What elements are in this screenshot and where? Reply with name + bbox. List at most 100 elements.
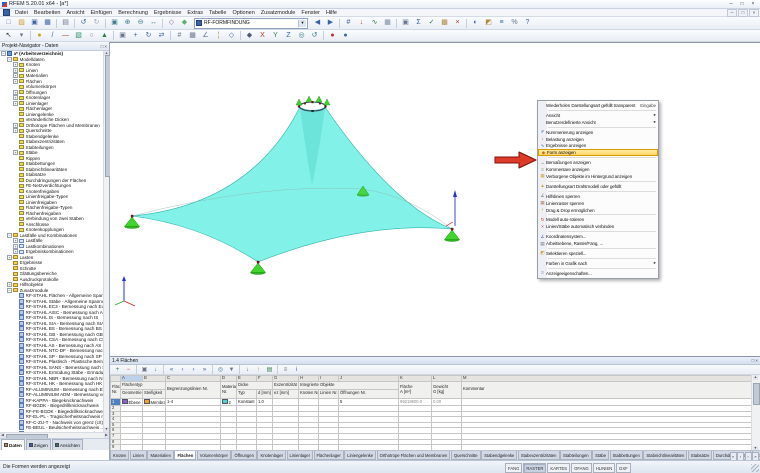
menu-hilfe[interactable]: Hilfe (325, 9, 337, 16)
expand-toggle-icon[interactable]: − (1, 51, 6, 57)
table-excel-export-button[interactable]: ▤ (264, 365, 275, 375)
tree-item-verband-bemessung-von-dachverbä[interactable]: VERBAND - Bemessung von Dachverbä... (0, 430, 104, 432)
tree-item-volumenkörper[interactable]: Volumenkörper (0, 84, 104, 90)
child-close-button[interactable]: × (749, 8, 759, 17)
tb2-select-pointer-button[interactable]: ↖ (2, 30, 15, 42)
tab-next-icon[interactable]: › (744, 452, 752, 460)
expand-toggle-icon[interactable]: + (13, 238, 18, 244)
tree-item-stabsätze[interactable]: Stabsätze (0, 172, 104, 178)
table-tab-stabsätze[interactable]: Stabsätze (687, 451, 713, 460)
tree-item-zusatzmodule[interactable]: − Zusatzmodule (0, 287, 104, 294)
menu-datei[interactable]: Datei (15, 9, 28, 16)
ez-cell[interactable] (272, 397, 299, 407)
tree-item-rf-stahl-gb-bemessung-nach-gb[interactable]: RF-STAHL GB - Bemessung nach GB (0, 331, 104, 338)
tb1-calculation-button[interactable]: Σ (412, 17, 425, 29)
tb1-new-file-button[interactable]: □ (2, 17, 15, 29)
tree-item-flächenfreigaben[interactable]: Flächenfreigaben (0, 211, 104, 217)
tb2-work-plane-button[interactable]: ◇ (225, 30, 238, 42)
table-tab-flächenlager[interactable]: Flächenlager (313, 451, 344, 460)
ring-node[interactable] (304, 102, 306, 105)
expand-toggle-icon[interactable]: + (13, 150, 18, 156)
tree-item-rf-stahl-is-bemessung-nach-is[interactable]: RF-STAHL IS - Bemessung nach IS (0, 315, 104, 321)
tb1-partial-view-button[interactable]: ◩ (482, 17, 495, 29)
expand-toggle-icon[interactable]: + (13, 122, 18, 128)
expand-toggle-icon[interactable]: + (13, 128, 18, 134)
tb2-new-node-button[interactable]: ● (33, 30, 46, 42)
tree-item-orthotrope-flächen-und-membranen[interactable]: + Orthotrope Flächen und Membranen (0, 122, 104, 129)
navigator-header[interactable]: Projekt-Navigator - Daten □ × (0, 42, 109, 51)
table-go-last-button[interactable]: » (199, 365, 210, 375)
table-tab-knoten[interactable]: Knoten (110, 451, 130, 460)
context-menu-item-auto-rotate-model[interactable]: ↻ Modell auto-rotieren (538, 216, 658, 223)
context-menu-item-show-comments[interactable]: ≡ Kommentare anzeigen (538, 166, 658, 173)
tree-item-querschnitte[interactable]: + Querschnitte (0, 128, 104, 134)
tree-item-rf-bgdk-biegedrillknicknachweis[interactable]: RF-BGDK - Biegedrillknicknachweis (0, 403, 104, 409)
context-menu-item-coordinate-system[interactable]: ∠ Koordinatensystem... (538, 233, 658, 240)
tree-item-lastfälle-und-kombinationen[interactable]: − Lastfälle und Kombinationen (0, 232, 104, 239)
menu-ansicht[interactable]: Ansicht (66, 9, 85, 16)
tb2-zoom-extents-button[interactable]: ◎ (295, 30, 308, 42)
context-menu-item-select-special[interactable]: ◩ Selektieren speziell... (538, 250, 658, 257)
menu-berechnung[interactable]: Berechnung (118, 9, 148, 16)
context-menu-item-display-properties[interactable]: ≡ Anzeigeeigenschaften... (538, 270, 658, 277)
tree-item-rf-stahl-sans-bemessung-nach-sa[interactable]: RF-STAHL SANS - Bemessung nach SA... (0, 364, 104, 371)
tb2-new-support-button[interactable]: ▲ (98, 30, 111, 42)
tb1-visibility-modes-button[interactable]: ◐ (469, 17, 482, 29)
expand-toggle-icon[interactable]: + (13, 62, 18, 68)
context-menu-item-display-type-wireframe[interactable]: ▲ Darstellungsart Drahtmodell oder gefüll… (538, 183, 658, 190)
table-export-table-button[interactable]: ↑ (253, 365, 264, 375)
close-button[interactable]: × (751, 0, 755, 7)
scroll-down-icon[interactable]: ▼ (753, 446, 758, 451)
tree-item-fe-beul-beulsicherheitsnachweis[interactable]: FE-BEUL - Beulsicherheitsnachweis ... (0, 425, 104, 431)
tb1-help-button[interactable]: ? (521, 17, 534, 29)
menu-extras[interactable]: Extras (187, 9, 204, 16)
expand-toggle-icon[interactable]: + (7, 282, 12, 288)
table-tab-stäbe[interactable]: Stäbe (592, 451, 610, 460)
context-menu-item-show-shape[interactable]: ◆ Form anzeigen (538, 149, 658, 157)
table-tab-stabendgelenke[interactable]: Stabendgelenke (481, 451, 518, 460)
minimize-button[interactable]: ─ (729, 0, 733, 7)
menu-zusatzmodule[interactable]: Zusatzmodule (260, 9, 296, 16)
status-toggle-hlinien[interactable]: HLINIEN (592, 463, 616, 473)
graphic-workspace[interactable] (110, 42, 760, 356)
begrenzungslinien-cell[interactable]: 1-4 (165, 397, 221, 407)
tb1-save-button[interactable]: ▣ (28, 17, 41, 29)
status-toggle-ofang[interactable]: OFANG (571, 463, 592, 473)
tree-item-linienfreigabe-typen[interactable]: Linienfreigabe-Typen (0, 194, 104, 200)
expand-toggle-icon[interactable]: + (13, 67, 18, 73)
tb2-previous-view-button[interactable]: ↺ (308, 30, 321, 42)
oeffnungen-cell[interactable]: 5 (338, 397, 399, 407)
context-menu-item-lock-line-grid[interactable]: ▦ Linienraster sperren (538, 200, 658, 207)
tree-item-rf-stahl-ec3-bemessung-nach-euroc[interactable]: RF-STAHL EC3 - Bemessung nach Euroc... (0, 304, 104, 310)
table-row-insert-button[interactable]: + (112, 365, 123, 375)
tree-item-rf-el-pl-tragsicherheitsnachweis-nac[interactable]: RF-EL-PL - Tragsicherheitsnachweis nac..… (0, 414, 104, 420)
expand-toggle-icon[interactable]: − (7, 56, 12, 62)
tb1-show-numbering-button[interactable]: # (342, 17, 355, 29)
table-tab-linienlager[interactable]: Linienlager (286, 451, 314, 460)
tb2-snap-settings-button[interactable]: # (173, 30, 186, 42)
tb2-ortho-mode-button[interactable]: ∠ (199, 30, 212, 42)
table-go-first-button[interactable]: « (166, 365, 177, 375)
ring-node[interactable] (319, 102, 321, 105)
tb1-show-fe-mesh-button[interactable]: ▦ (381, 17, 394, 29)
tree-item-rf-stahl-stäbe-allgemeine-spannun[interactable]: RF-STAHL Stäbe - Allgemeine Spannun... (0, 298, 104, 305)
top-ring[interactable] (295, 95, 331, 113)
table-vertical-scrollbar[interactable]: ▲ ▼ (751, 375, 760, 451)
tree-item-flächenlager[interactable]: Flächenlager (0, 106, 104, 112)
tree-item-rf-aluminium-adm-bemessung-von[interactable]: RF-ALUMINIUM ADM - Bemessung von... (0, 392, 104, 398)
tree-item-rf-stahl-flächen-allgemeine-spannu[interactable]: RF-STAHL Flächen - Allgemeine Spannu... (0, 293, 104, 299)
tree-item-flächen[interactable]: + Flächen (0, 78, 104, 85)
table-tab-liniengelenke[interactable]: Liniengelenke (344, 451, 377, 460)
table-go-next-button[interactable]: › (188, 365, 199, 375)
tb2-move-object-button[interactable]: + (129, 30, 142, 42)
tb2-guidelines-button[interactable]: ¦ (212, 30, 225, 42)
tree-item-rippen[interactable]: Rippen (0, 156, 104, 162)
expand-toggle-icon[interactable]: + (13, 95, 18, 101)
tb2-new-opening-button[interactable]: ○ (85, 30, 98, 42)
context-menu-item-show-results[interactable]: ∿ Ergebnisse anzeigen (538, 142, 658, 149)
tb1-render-solid-button[interactable]: ◆ (178, 17, 191, 29)
tree-item-stäbe[interactable]: + Stäbe (0, 150, 104, 156)
expand-toggle-icon[interactable]: + (13, 73, 18, 79)
dicke-cell[interactable]: 1.0 (256, 397, 273, 407)
tree-item-rf-stahl-sp-bemessung-nach-sp[interactable]: RF-STAHL SP - Bemessung nach SP (0, 353, 104, 360)
